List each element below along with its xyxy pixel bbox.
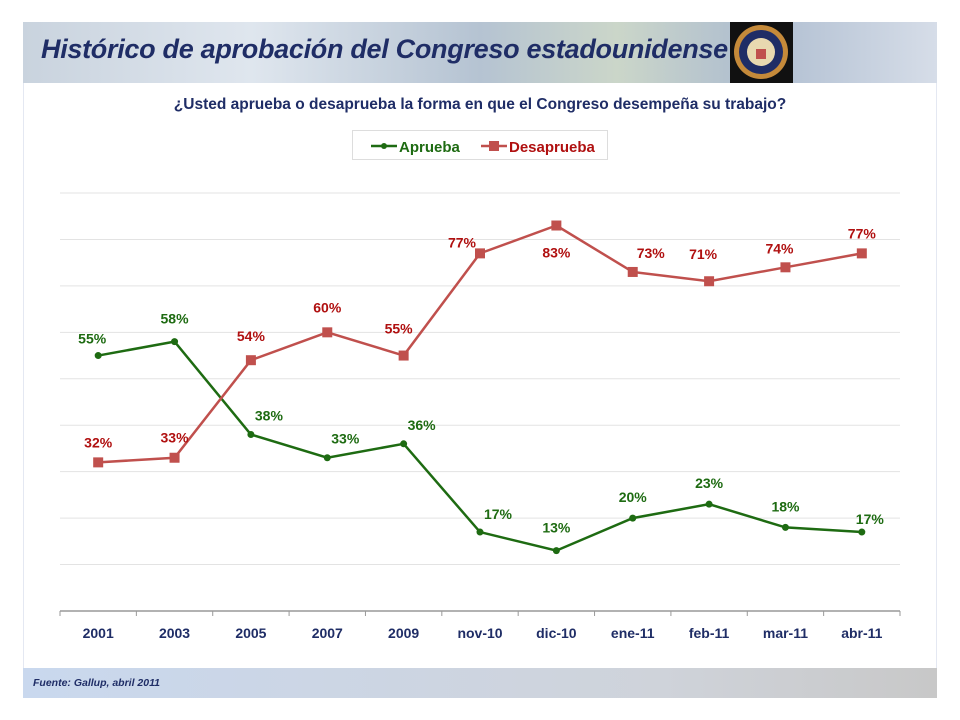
data-label: 33% xyxy=(331,431,360,447)
data-label: 17% xyxy=(856,511,885,527)
x-tick-label: 2009 xyxy=(388,625,419,641)
data-label: 13% xyxy=(542,520,571,536)
data-label: 55% xyxy=(78,331,107,347)
chart-title: ¿Usted aprueba o desaprueba la forma en … xyxy=(173,96,787,113)
data-point xyxy=(627,266,638,277)
legend-item-desaprueba: Desaprueba xyxy=(481,139,596,156)
legend-label-aprueba: Aprueba xyxy=(399,139,461,156)
data-label: 33% xyxy=(161,430,190,446)
data-label: 73% xyxy=(637,245,666,261)
legend: Aprueba Desaprueba xyxy=(352,130,608,160)
data-label: 38% xyxy=(255,408,284,424)
data-point xyxy=(705,500,713,508)
data-label: 77% xyxy=(448,234,477,250)
x-tick-label: mar-11 xyxy=(763,625,808,641)
data-point xyxy=(400,440,408,448)
data-point xyxy=(475,248,485,259)
data-label: 55% xyxy=(385,321,414,337)
x-tick-label: nov-10 xyxy=(457,625,502,641)
data-point xyxy=(858,528,866,536)
data-point xyxy=(551,220,562,231)
x-tick-label: ene-11 xyxy=(611,625,655,641)
data-label: 74% xyxy=(765,240,794,256)
data-point xyxy=(629,514,637,522)
series-line-desaprueba xyxy=(98,224,863,464)
data-label: 60% xyxy=(313,299,342,315)
data-point xyxy=(323,454,331,462)
x-tick-label: 2003 xyxy=(159,625,190,641)
data-label: 18% xyxy=(771,498,800,514)
data-label: 71% xyxy=(689,246,718,262)
data-point xyxy=(704,276,715,287)
source-note: Fuente: Gallup, abril 2011 xyxy=(33,677,161,689)
data-label: 83% xyxy=(542,245,571,261)
data-point xyxy=(171,338,179,346)
data-point xyxy=(94,352,102,360)
data-label: 23% xyxy=(695,475,724,491)
data-point xyxy=(245,355,256,366)
data-label: 54% xyxy=(237,328,266,344)
data-label: 32% xyxy=(84,434,113,450)
data-point xyxy=(93,457,104,468)
data-label: 17% xyxy=(484,506,513,522)
header-banner: Histórico de aprobación del Congreso est… xyxy=(23,22,937,83)
data-point xyxy=(169,452,180,463)
data-label: 58% xyxy=(161,311,190,327)
x-tick-label: 2007 xyxy=(312,625,343,641)
data-point xyxy=(781,523,789,531)
x-tick-label: dic-10 xyxy=(536,625,577,641)
data-point xyxy=(856,248,867,259)
data-point xyxy=(398,350,409,361)
series-line-aprueba xyxy=(97,340,862,552)
legend-label-desaprueba: Desaprueba xyxy=(509,139,596,156)
x-tick-label: feb-11 xyxy=(689,625,730,641)
congress-seal-logo xyxy=(730,22,793,83)
data-point xyxy=(322,327,333,338)
data-label: 77% xyxy=(848,225,877,241)
data-point xyxy=(780,262,791,273)
data-label: 36% xyxy=(408,417,437,433)
x-tick-label: 2001 xyxy=(83,625,114,641)
page-title: Histórico de aprobación del Congreso est… xyxy=(41,34,728,64)
x-tick-label: 2005 xyxy=(235,625,266,641)
x-tick-label: abr-11 xyxy=(841,625,882,641)
data-label: 20% xyxy=(619,489,648,505)
data-point xyxy=(552,547,560,555)
data-point xyxy=(247,431,255,439)
data-point xyxy=(476,528,484,536)
line-chart: 2001 2003 2005 2007 2009 nov-10 dic-10 ene-11 fe… xyxy=(59,192,901,641)
footer-bar: Fuente: Gallup, abril 2011 xyxy=(23,668,937,698)
legend-item-aprueba: Aprueba xyxy=(371,139,461,156)
